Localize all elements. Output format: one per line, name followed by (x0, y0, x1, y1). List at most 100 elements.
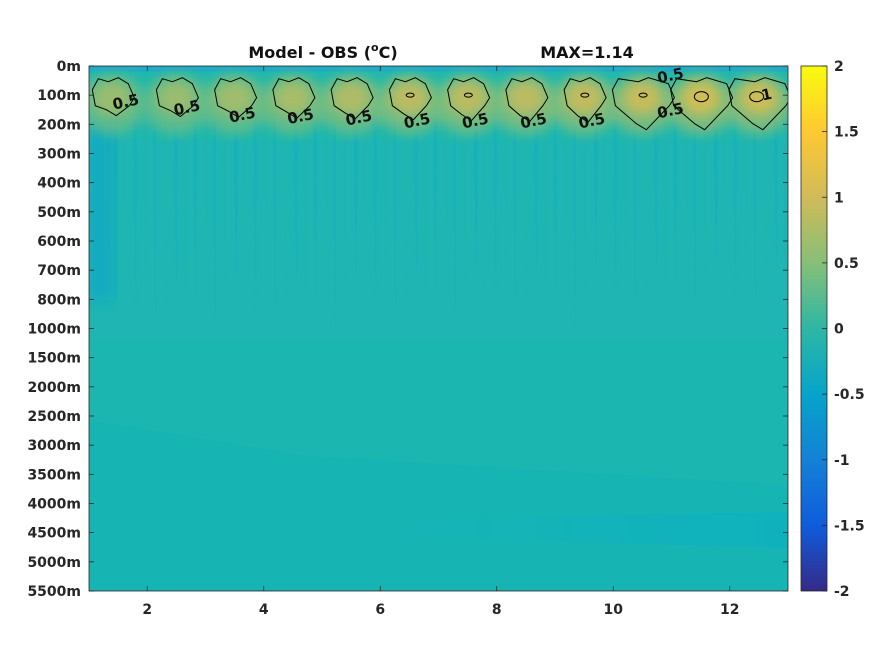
y-tick-label: 4000m (27, 497, 81, 513)
y-tick-label: 200m (37, 117, 81, 133)
chart-title-unit-sup: o (371, 41, 379, 54)
streak (643, 106, 647, 301)
colorbar-tick-label: 1 (834, 190, 844, 206)
streak (463, 115, 467, 307)
contour-1-0 (580, 92, 590, 98)
warm-anomaly-blobs (89, 74, 788, 135)
contour-0-5 (447, 77, 491, 122)
anomaly-blob (156, 81, 197, 116)
streak (163, 105, 167, 317)
y-tick-label: 700m (37, 263, 81, 279)
streak (723, 102, 726, 325)
streak (603, 108, 606, 329)
streak (183, 104, 186, 343)
streak (763, 100, 767, 297)
streak (263, 100, 268, 287)
streak (653, 118, 658, 274)
contour-label: 0.5 (227, 104, 257, 127)
colorbar-tick-label: 0 (834, 322, 844, 338)
colorbar-tick-label: 2 (834, 59, 844, 75)
x-tick-label: 6 (375, 602, 385, 618)
y-tick-label: 2000m (27, 380, 81, 396)
surface-band (89, 66, 788, 72)
anomaly-blob (447, 81, 488, 116)
colorbar-axis: 2 1.5 1 0.5 0 -0.5 -1 -1.5 -2 (822, 59, 865, 600)
y-tick-label: 0m (57, 59, 81, 75)
contour-0-5 (155, 77, 199, 118)
streak (373, 107, 377, 310)
y-tick-label: 800m (37, 292, 81, 308)
x-axis: 2 4 6 8 10 12 (142, 66, 739, 618)
streak (423, 117, 426, 335)
streak (553, 98, 557, 304)
streak (123, 107, 126, 345)
contour-label: 0.5 (172, 96, 202, 119)
streak (233, 114, 238, 288)
streak (693, 116, 696, 326)
streak (613, 120, 617, 302)
chart-title-main: Model - OBS ( (248, 43, 371, 62)
contour-0-5 (388, 77, 432, 121)
streak (773, 112, 778, 270)
streak (393, 106, 396, 336)
streak (143, 106, 148, 291)
western-cold-patch (89, 120, 113, 300)
anomaly-blob (680, 81, 721, 116)
contour-label: 0.5 (111, 90, 141, 113)
contour-label: 1 (760, 85, 774, 105)
streak (563, 110, 568, 277)
y-tick-label: 3000m (27, 438, 81, 454)
streak (503, 113, 508, 279)
chart-title: Model - OBS (oC) (248, 41, 397, 62)
streak (223, 102, 227, 315)
y-tick-label: 500m (37, 205, 81, 221)
streak (753, 113, 756, 324)
contour-0-5 (214, 77, 258, 118)
streak (673, 117, 677, 300)
streak (93, 96, 96, 266)
plot-area (89, 66, 788, 591)
streak (523, 112, 527, 305)
anomaly-blob (92, 81, 133, 116)
contour-lines (91, 77, 788, 131)
x-tick-label: 12 (720, 602, 739, 618)
streak (383, 119, 388, 283)
contour-label: 0.5 (519, 109, 549, 132)
y-tick-label: 100m (37, 88, 81, 104)
streak (243, 101, 246, 341)
streak (433, 104, 437, 308)
y-tick-label: 5000m (27, 555, 81, 571)
anomaly-blob (505, 81, 546, 116)
streak (283, 99, 287, 313)
streak (333, 109, 336, 338)
y-tick-label: 4500m (27, 526, 81, 542)
streak (733, 114, 737, 298)
anomaly-blob (738, 81, 779, 116)
colorbar-tick-label: -1.5 (834, 518, 865, 534)
colorbar-tick-label: -1 (834, 453, 850, 469)
streak (273, 112, 276, 340)
contour-label: 0.5 (402, 109, 432, 132)
y-tick-label: 1500m (27, 351, 81, 367)
contour-label: 0.5 (286, 105, 316, 128)
streak (633, 119, 636, 328)
colorbar-tick-label: -2 (834, 584, 850, 600)
y-tick-label: 2500m (27, 409, 81, 425)
streak (203, 103, 208, 289)
chart-max-label: MAX=1.14 (540, 43, 634, 62)
contour-0-5 (563, 77, 607, 123)
streak (103, 108, 107, 319)
streak (703, 103, 707, 299)
contour-1-0 (463, 92, 473, 98)
anomaly-blob (564, 81, 605, 116)
anomaly-blob (389, 81, 430, 116)
streak (173, 117, 178, 290)
streak (533, 99, 538, 278)
contour-1-0 (638, 92, 648, 98)
y-tick-label: 600m (37, 234, 81, 250)
streak (193, 116, 197, 316)
streak (623, 107, 628, 275)
streak (323, 97, 328, 285)
contour-1-0 (405, 92, 415, 98)
colorbar-tick-label: 0.5 (834, 256, 859, 272)
